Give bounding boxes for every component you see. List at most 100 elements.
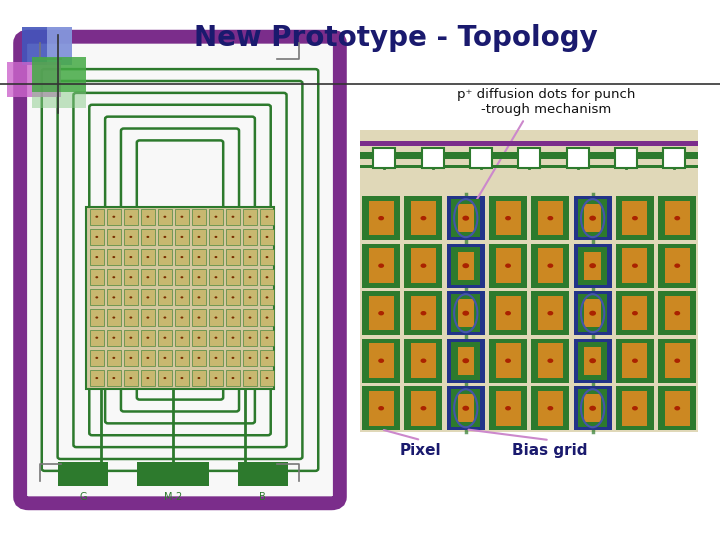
Bar	[107, 329, 121, 346]
Circle shape	[632, 311, 638, 315]
Bar	[451, 342, 480, 380]
Circle shape	[130, 336, 132, 339]
Bar	[124, 208, 138, 225]
Bar	[226, 350, 240, 366]
Bar	[574, 386, 612, 430]
Bar	[226, 229, 240, 245]
Circle shape	[146, 357, 149, 359]
Bar	[141, 229, 155, 245]
Bar	[90, 269, 104, 285]
Bar	[658, 386, 696, 430]
Circle shape	[675, 216, 680, 220]
Bar	[578, 247, 607, 285]
Bar	[107, 309, 121, 326]
Bar	[226, 289, 240, 306]
Bar	[362, 339, 400, 383]
Bar	[369, 296, 394, 330]
Bar	[578, 294, 607, 332]
Bar	[260, 370, 274, 386]
Text: G: G	[79, 492, 86, 503]
Circle shape	[197, 215, 200, 218]
Circle shape	[146, 236, 149, 238]
Bar	[665, 343, 690, 378]
Circle shape	[197, 256, 200, 258]
Bar	[411, 343, 436, 378]
Bar	[531, 386, 570, 430]
Bar	[243, 269, 257, 285]
Circle shape	[197, 357, 200, 359]
Circle shape	[232, 316, 235, 319]
Bar	[665, 248, 690, 283]
Bar	[458, 347, 474, 375]
Bar	[141, 208, 155, 225]
Circle shape	[632, 406, 638, 410]
Bar	[446, 196, 485, 240]
Bar	[175, 269, 189, 285]
Circle shape	[95, 296, 98, 299]
Circle shape	[266, 215, 269, 218]
Bar	[124, 249, 138, 265]
Circle shape	[589, 358, 596, 363]
Circle shape	[112, 377, 115, 379]
Bar	[86, 207, 274, 389]
Bar	[158, 229, 171, 245]
Circle shape	[420, 311, 426, 315]
Bar	[192, 229, 206, 245]
Bar	[518, 148, 540, 168]
Bar	[616, 339, 654, 383]
Bar	[538, 248, 563, 283]
Bar	[458, 394, 474, 422]
Bar	[124, 309, 138, 326]
Circle shape	[130, 256, 132, 258]
Bar	[458, 299, 474, 327]
Circle shape	[248, 316, 251, 319]
Circle shape	[215, 256, 217, 258]
Bar	[665, 201, 690, 235]
Bar	[411, 201, 436, 235]
Bar	[260, 269, 274, 285]
Bar	[243, 350, 257, 366]
Bar	[369, 391, 394, 426]
Bar	[124, 229, 138, 245]
Bar	[209, 208, 222, 225]
Circle shape	[589, 263, 596, 268]
Bar	[585, 347, 601, 375]
Bar	[158, 370, 171, 386]
Bar	[47, 27, 72, 65]
Bar	[578, 389, 607, 427]
Bar	[124, 350, 138, 366]
Circle shape	[675, 264, 680, 268]
Circle shape	[95, 276, 98, 278]
Bar	[158, 350, 171, 366]
Bar	[658, 244, 696, 288]
Bar	[107, 208, 121, 225]
Bar	[158, 249, 171, 265]
Bar	[538, 391, 563, 426]
Bar	[495, 343, 521, 378]
Circle shape	[146, 256, 149, 258]
Bar	[90, 370, 104, 386]
Circle shape	[266, 336, 269, 339]
Bar	[209, 289, 222, 306]
Circle shape	[146, 336, 149, 339]
Bar	[175, 289, 189, 306]
Bar	[175, 370, 189, 386]
Text: p⁺ diffusion dots for punch
-trough mechanism: p⁺ diffusion dots for punch -trough mech…	[457, 88, 635, 116]
Circle shape	[675, 359, 680, 363]
Bar	[446, 291, 485, 335]
Bar	[531, 339, 570, 383]
Bar	[243, 229, 257, 245]
Bar	[623, 296, 647, 330]
Bar	[192, 269, 206, 285]
Bar	[107, 249, 121, 265]
Bar	[585, 204, 601, 232]
Bar	[141, 350, 155, 366]
Circle shape	[675, 406, 680, 410]
Circle shape	[112, 357, 115, 359]
Bar	[411, 248, 436, 283]
Bar	[32, 92, 86, 108]
Bar	[405, 386, 442, 430]
Bar	[405, 291, 442, 335]
Circle shape	[181, 357, 184, 359]
Circle shape	[95, 357, 98, 359]
